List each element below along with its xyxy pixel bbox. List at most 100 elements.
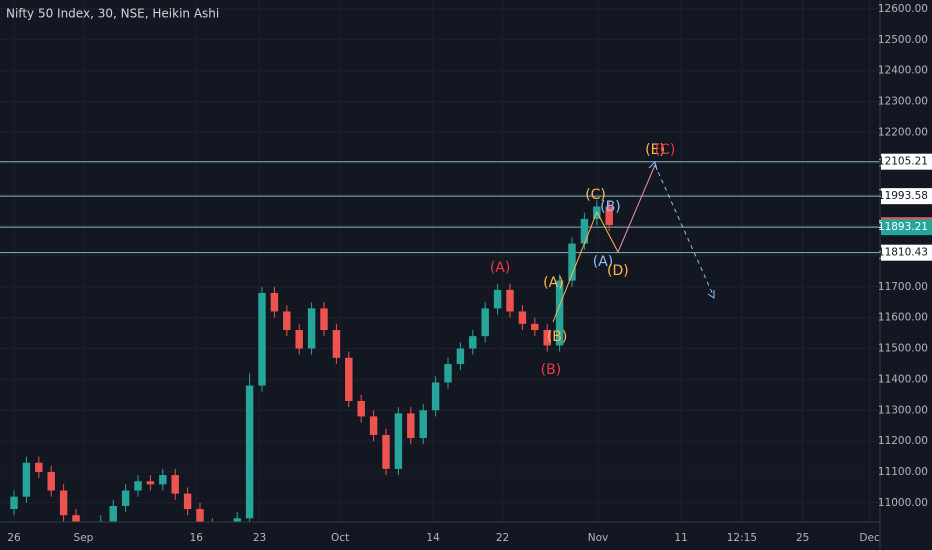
candle-body	[171, 475, 179, 494]
candles	[10, 200, 613, 522]
candle-body	[295, 329, 303, 349]
candle-body	[270, 292, 279, 312]
x-tick-label: Oct	[331, 532, 349, 544]
candle-body	[121, 490, 130, 506]
y-tick-label: 11400.00	[878, 373, 928, 385]
y-tick-label: 11600.00	[878, 312, 928, 324]
candle-body	[22, 462, 31, 497]
wave-drawings	[552, 161, 715, 323]
candle-body	[258, 292, 266, 386]
candle-body	[506, 289, 514, 312]
wave-label: (E)	[645, 142, 665, 158]
candle-body	[283, 311, 291, 330]
y-tick-label: 12400.00	[878, 65, 928, 77]
candle-body	[568, 243, 576, 281]
candle-body	[493, 289, 502, 309]
x-tick-label: 16	[190, 532, 204, 544]
annotations: (A)(B)(A)(B)(C)(B)(A)(D)(E)(C)	[490, 142, 676, 378]
axes: 11000.00 11100.00 11200.00 11300.00 11400.00…	[7, 3, 932, 544]
arrow-head	[707, 290, 715, 299]
candle-body	[580, 218, 589, 244]
price-label-box	[881, 188, 932, 205]
x-tick-label: Nov	[588, 532, 609, 544]
candle-body	[605, 206, 613, 226]
candle-body	[159, 475, 167, 485]
y-tick-label: 11100.00	[878, 466, 928, 478]
y-tick-label: 12300.00	[878, 96, 928, 108]
price-label-box	[881, 244, 932, 261]
wave-label: (A)	[543, 275, 564, 291]
price-label-box	[881, 219, 932, 236]
candle-body	[369, 416, 378, 435]
candle-body	[543, 329, 551, 346]
x-tick-label: Dec	[859, 532, 880, 544]
y-tick-label: 11000.00	[878, 497, 928, 509]
x-tick-label: 26	[7, 532, 21, 544]
y-tick-label: 11700.00	[878, 281, 928, 293]
x-tick-label: Sep	[74, 532, 94, 544]
projection-line	[654, 164, 715, 298]
wave-label: (C)	[585, 187, 606, 203]
price-label: 11893.21	[878, 221, 928, 233]
candle-body	[134, 481, 142, 491]
y-tick-label: 11200.00	[878, 435, 928, 447]
candle-body	[456, 348, 465, 364]
y-tick-label: 12600.00	[878, 3, 928, 15]
candle-body	[444, 363, 452, 383]
wave-line	[617, 164, 656, 253]
price-label: 12105.21	[878, 156, 928, 168]
wave-label: (B)	[547, 329, 568, 345]
candle-body	[183, 493, 192, 510]
candle-body	[332, 329, 341, 358]
chart-title: Nifty 50 Index, 30, NSE, Heikin Ashi	[6, 7, 219, 21]
candle-body	[531, 323, 539, 330]
wave-label: (B)	[600, 199, 621, 215]
wave-label: (A)	[490, 260, 511, 276]
candle-body	[419, 410, 427, 439]
candle-body	[382, 434, 390, 469]
candle-body	[59, 490, 68, 516]
candle-body	[394, 413, 403, 469]
candle-body	[357, 400, 365, 417]
candle-body	[469, 336, 477, 349]
levels	[0, 161, 880, 254]
candle-body	[431, 382, 440, 411]
candle-body	[481, 308, 489, 337]
x-tick-label: 11	[674, 532, 687, 544]
y-tick-label: 12500.00	[878, 34, 928, 46]
wave-label: (C)	[655, 142, 676, 158]
candle-body	[345, 357, 353, 401]
wave-label: (A)	[593, 254, 614, 270]
candle-body	[320, 308, 328, 330]
candle-body	[47, 471, 55, 491]
price-label-box	[881, 153, 932, 170]
x-tick-label: 14	[426, 532, 440, 544]
price-label: 11810.43	[878, 247, 928, 259]
wave-label: (B)	[541, 362, 562, 378]
y-tick-label: 11500.00	[878, 343, 928, 355]
candle-body	[407, 413, 415, 439]
wave-line	[596, 211, 619, 253]
x-tick-label: 23	[253, 532, 266, 544]
candle-body	[518, 311, 527, 324]
grid	[0, 0, 880, 522]
candle-body	[307, 308, 316, 349]
y-tick-label: 11300.00	[878, 404, 928, 416]
wave-line	[552, 211, 598, 323]
candle-body	[35, 462, 43, 472]
x-tick-label: 22	[496, 532, 509, 544]
x-tick-label: 25	[796, 532, 809, 544]
candle-body	[72, 515, 80, 522]
candle-body	[196, 509, 204, 522]
price-label: 11993.58	[878, 190, 928, 202]
x-tick-label: 12:15	[727, 532, 757, 544]
candle-body	[555, 280, 564, 346]
y-tick-label: 12200.00	[878, 126, 928, 138]
candle-body	[146, 481, 155, 485]
candle-body	[109, 505, 117, 522]
candle-body	[233, 518, 241, 522]
candle-body	[10, 496, 18, 510]
